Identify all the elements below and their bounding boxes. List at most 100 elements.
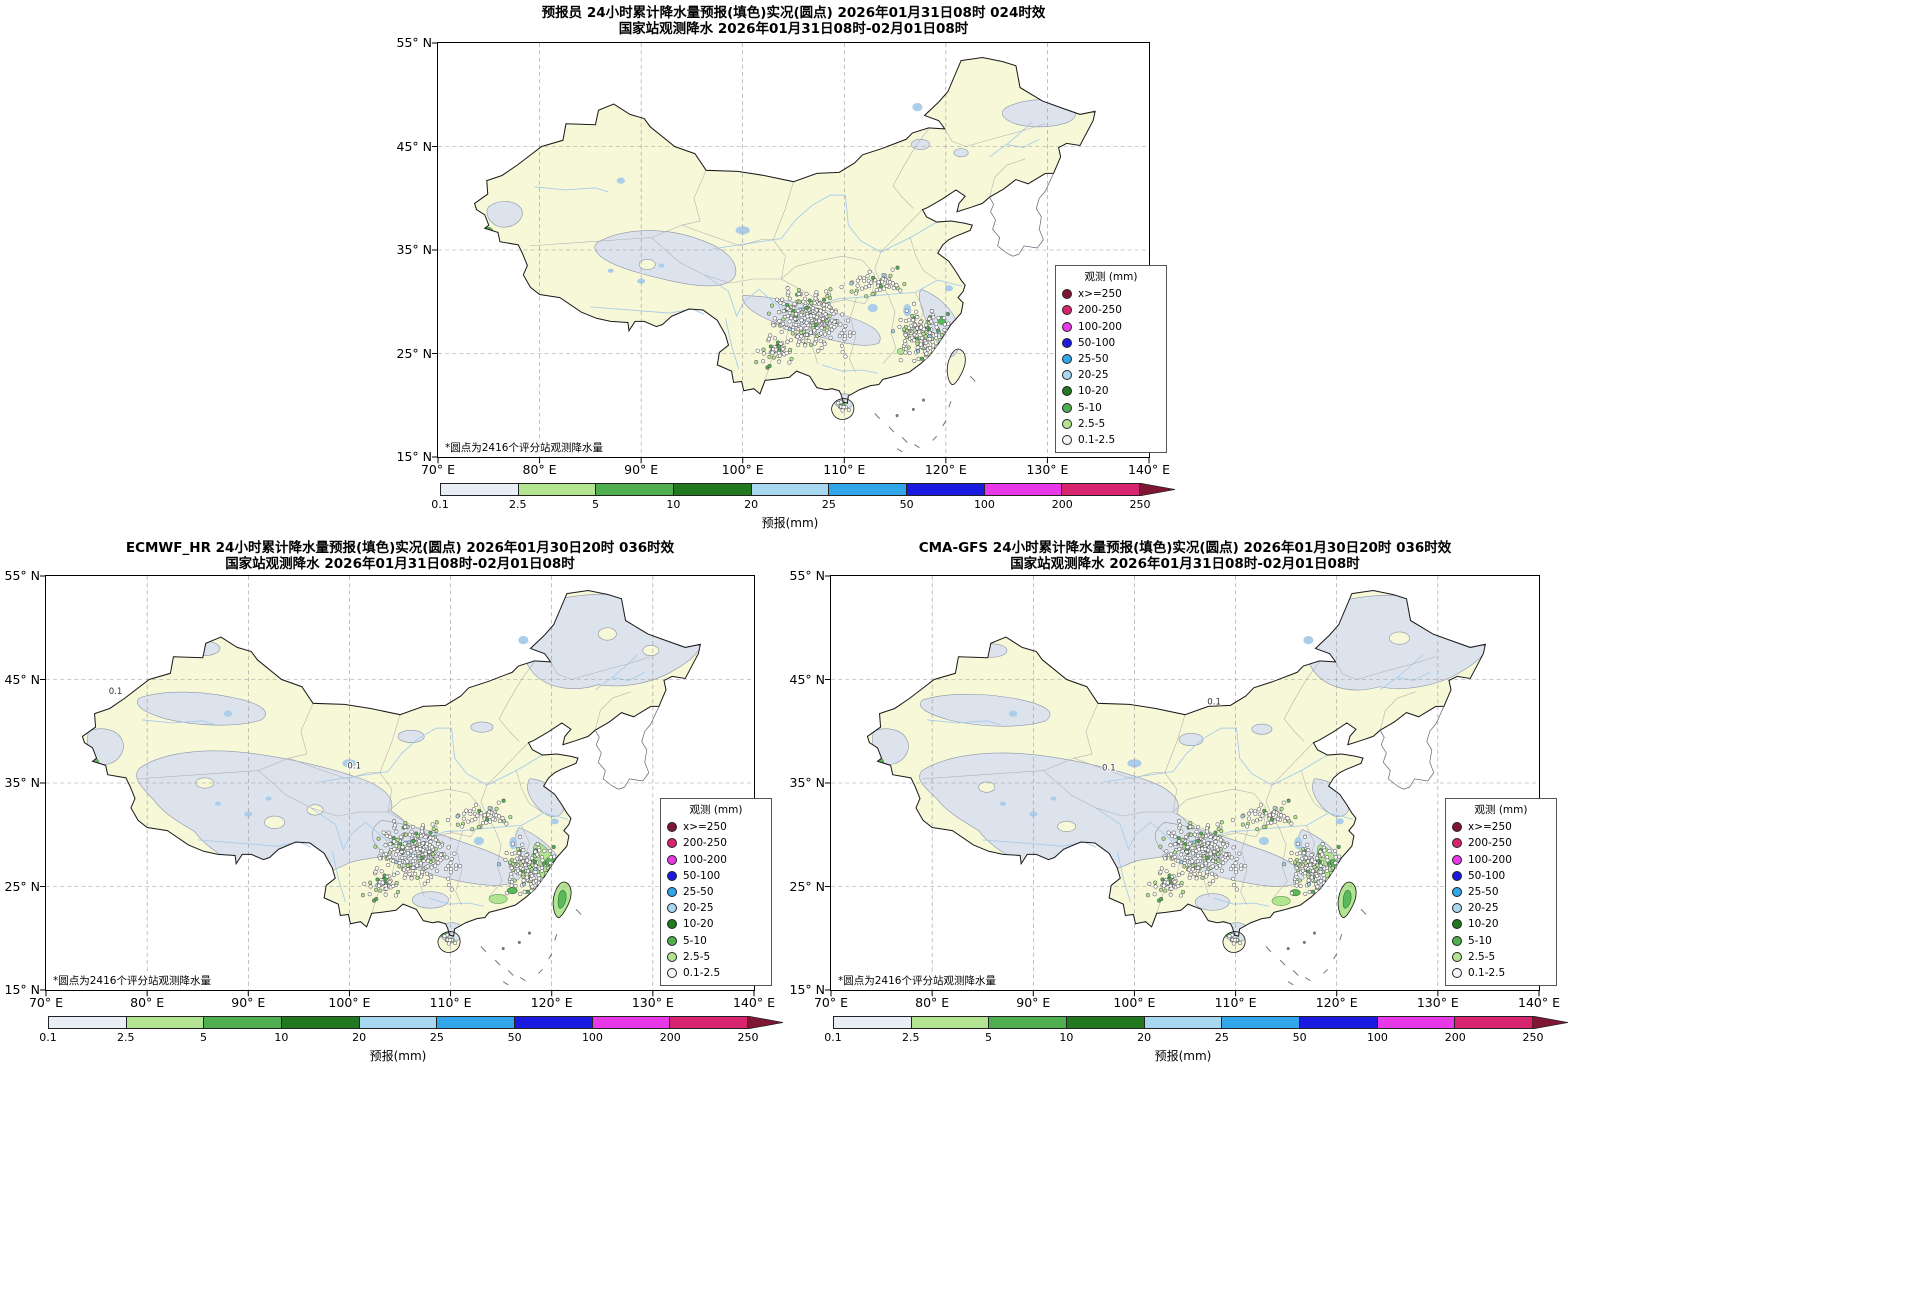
station-dot xyxy=(1192,872,1197,877)
station-dot xyxy=(1310,889,1315,894)
station-dot xyxy=(907,350,912,356)
colorbar-segment xyxy=(282,1016,360,1029)
station-dot xyxy=(903,339,908,344)
station-dot xyxy=(1159,897,1164,902)
station-dot xyxy=(535,842,540,847)
station-dot xyxy=(867,269,872,274)
station-dot xyxy=(1163,888,1168,893)
lon-tick-label: 100° E xyxy=(721,462,764,477)
station-dot xyxy=(855,283,860,288)
station-dot xyxy=(912,328,917,333)
station-dot xyxy=(1161,836,1166,841)
station-dot xyxy=(475,813,480,818)
station-dot xyxy=(436,842,441,847)
station-dot xyxy=(840,408,845,413)
station-dot xyxy=(454,866,459,871)
station-dot xyxy=(791,327,795,333)
station-dot xyxy=(419,874,424,879)
station-dot xyxy=(785,286,790,291)
station-dot xyxy=(796,342,801,347)
station-dot xyxy=(484,820,489,825)
station-dot xyxy=(1232,938,1237,943)
station-dot xyxy=(464,808,469,813)
station-dot xyxy=(924,323,929,328)
lat-tick-label: 55° N xyxy=(4,568,40,583)
station-dot xyxy=(785,339,790,344)
station-dot xyxy=(1295,841,1300,846)
station-dot xyxy=(423,835,428,840)
lon-tick-label: 140° E xyxy=(1518,995,1560,1010)
station-dot xyxy=(1303,871,1308,876)
station-dot xyxy=(792,301,797,306)
precip-region xyxy=(488,893,508,904)
station-dot xyxy=(812,301,817,306)
panel-title-line1: CMA-GFS 24小时累计降水量预报(填色)实况(圆点) 2026年01月30… xyxy=(918,540,1452,556)
station-dot xyxy=(1243,863,1248,869)
station-dot xyxy=(828,335,833,340)
station-dot xyxy=(810,306,815,311)
station-dot xyxy=(387,854,392,859)
station-dot xyxy=(1190,867,1195,872)
station-dot xyxy=(360,893,365,898)
lon-tick-label: 90° E xyxy=(624,462,659,477)
station-dot xyxy=(1296,861,1301,866)
station-dot xyxy=(827,304,832,309)
station-dot xyxy=(516,851,521,856)
station-dot xyxy=(1267,813,1272,818)
lat-tick-label: 35° N xyxy=(4,775,40,790)
station-dot xyxy=(914,309,919,314)
station-dot xyxy=(405,867,410,872)
station-dot xyxy=(1261,824,1266,830)
precip-region xyxy=(597,627,617,641)
lon-tick-label: 90° E xyxy=(231,995,266,1010)
station-dot xyxy=(383,851,388,857)
station-dot xyxy=(1270,817,1274,822)
station-dot xyxy=(381,830,386,835)
station-dot xyxy=(383,877,388,882)
colorbar-arrow xyxy=(1139,483,1175,496)
colorbar-segment xyxy=(1300,1016,1378,1029)
station-dot xyxy=(838,322,843,327)
station-dot xyxy=(379,849,384,854)
station-dot xyxy=(533,879,538,884)
station-dot xyxy=(811,314,816,319)
legend-label: 50-100 xyxy=(683,869,721,882)
station-dot xyxy=(552,854,557,859)
station-dot xyxy=(813,336,818,342)
colorbar-segment xyxy=(751,483,830,496)
station-dot xyxy=(832,325,837,330)
legend-item: 20-25 xyxy=(1062,367,1160,383)
station-dot xyxy=(785,313,790,318)
station-dot xyxy=(820,316,825,321)
station-dot xyxy=(1282,862,1287,867)
station-dot xyxy=(827,314,832,319)
lon-tick-label: 130° E xyxy=(1026,462,1069,477)
station-dot xyxy=(508,815,513,820)
station-dot xyxy=(1211,878,1216,884)
legend-swatch xyxy=(667,903,677,914)
station-dot xyxy=(1294,865,1299,870)
station-dot xyxy=(790,331,795,336)
station-dot xyxy=(891,329,896,334)
legend-swatch xyxy=(667,870,677,881)
station-dot xyxy=(1258,817,1263,822)
station-dot xyxy=(824,289,829,294)
legend-swatch xyxy=(1452,935,1462,946)
legend-item: 10-20 xyxy=(1062,383,1160,399)
legend-label: 0.1-2.5 xyxy=(1468,966,1506,979)
station-dot xyxy=(898,318,903,323)
station-dot xyxy=(473,817,478,822)
station-dot xyxy=(535,852,540,857)
legend-item: 5-10 xyxy=(1452,932,1550,948)
station-dot xyxy=(423,851,428,856)
colorbar-segment xyxy=(1377,1016,1456,1029)
station-dot xyxy=(1289,851,1294,856)
station-dot xyxy=(1200,834,1205,839)
colorbar-segment xyxy=(674,483,752,496)
station-dot xyxy=(551,844,556,849)
legend-label: 25-50 xyxy=(683,885,714,898)
station-dot xyxy=(396,889,401,894)
station-dot xyxy=(444,855,449,860)
station-dot xyxy=(1196,847,1201,852)
station-dot xyxy=(818,338,823,343)
